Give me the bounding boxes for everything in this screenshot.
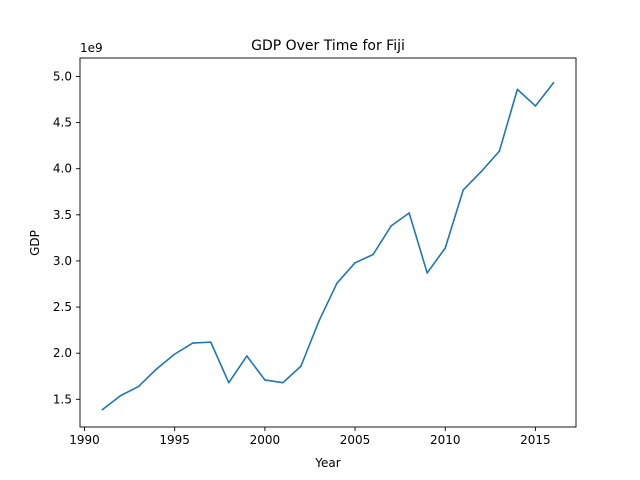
data-point-1993 [137, 385, 140, 388]
data-point-2003 [318, 320, 320, 322]
data-point-2000 [264, 379, 266, 381]
plot-area [80, 58, 576, 427]
y-tick-label: 2.5 [53, 300, 72, 314]
data-point-2011 [462, 189, 465, 191]
data-point-2002 [300, 365, 302, 367]
data-point-1996 [191, 342, 194, 344]
data-point-1998 [228, 381, 230, 384]
y-tick-label: 2.0 [53, 346, 72, 360]
x-tick-label: 2015 [520, 433, 551, 447]
y-tick-label: 1.5 [53, 392, 72, 406]
gdp-series-line [101, 81, 555, 411]
y-tick-label: 4.0 [53, 162, 72, 176]
data-point-2005 [354, 261, 356, 264]
x-tick-label: 1995 [159, 433, 190, 447]
x-tick-label: 2000 [250, 433, 281, 447]
y-tick-label: 5.0 [53, 69, 72, 83]
y-tick-label: 3.5 [53, 208, 72, 222]
data-point-2014 [516, 88, 519, 91]
x-axis-label: Year [314, 456, 340, 470]
data-point-1991 [101, 408, 104, 411]
data-point-2016 [552, 82, 555, 84]
data-point-1994 [155, 368, 158, 370]
data-point-2010 [444, 247, 447, 249]
data-point-1992 [119, 394, 122, 397]
plot-frame [79, 57, 577, 428]
data-point-2004 [336, 282, 338, 284]
data-point-2006 [372, 253, 374, 256]
data-point-2007 [390, 225, 392, 227]
y-tick-label: 4.5 [53, 116, 72, 130]
gdp-series-points [101, 82, 555, 411]
data-point-1999 [246, 355, 248, 357]
y-tick-label: 3.0 [53, 254, 72, 268]
data-point-1997 [209, 341, 212, 343]
data-point-2008 [408, 212, 410, 214]
x-tick-label: 2005 [340, 433, 371, 447]
data-point-2012 [480, 170, 483, 173]
data-point-2001 [282, 381, 284, 384]
x-axis-ticks: 1990 1995 2000 2005 2010 2015 [69, 427, 551, 447]
y-axis-label: GDP [28, 230, 42, 256]
y-offset-label: 1e9 [80, 41, 103, 55]
y-axis-ticks: 1.5 2.0 2.5 3.0 3.5 4.0 4.5 5.0 [53, 69, 80, 406]
x-tick-label: 1990 [69, 433, 100, 447]
data-point-2009 [426, 272, 429, 274]
data-point-1995 [173, 353, 176, 355]
data-point-2015 [534, 105, 537, 107]
x-tick-label: 2010 [430, 433, 461, 447]
data-point-2013 [498, 150, 501, 152]
chart-title: GDP Over Time for Fiji [251, 38, 405, 54]
